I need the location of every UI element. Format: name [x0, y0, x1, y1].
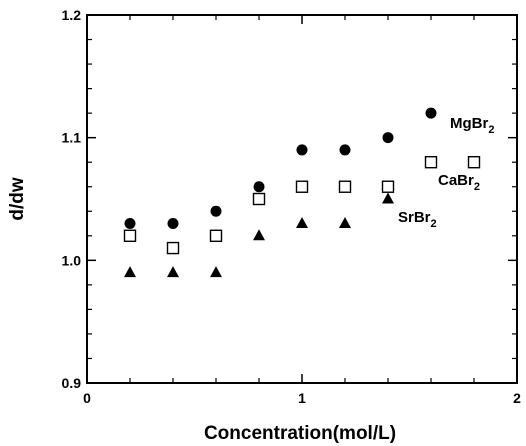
point-srbr2: [339, 217, 351, 229]
point-cabr2: [209, 229, 223, 243]
point-srbr2: [253, 229, 265, 241]
x-tick-label: 0: [83, 390, 91, 406]
series-label-name: CaBr: [438, 172, 474, 189]
point-mgbr2: [124, 218, 136, 230]
point-cabr2: [123, 229, 137, 243]
series-label: CaBr2: [438, 172, 480, 193]
point-mgbr2: [382, 132, 394, 144]
plot-frame: [86, 14, 518, 384]
point-mgbr2: [339, 144, 351, 156]
point-cabr2: [295, 180, 309, 193]
point-cabr2: [424, 155, 438, 169]
x-axis-title: Concentration(mol/L): [204, 423, 396, 444]
point-srbr2: [296, 217, 308, 229]
point-mgbr2: [253, 181, 265, 193]
point-srbr2: [124, 266, 136, 278]
y-tick-label: 1.0: [62, 252, 82, 268]
point-srbr2: [167, 266, 179, 278]
data-marks: [123, 107, 481, 278]
point-mgbr2: [425, 107, 437, 119]
axis-ticks: [86, 14, 518, 384]
point-cabr2: [252, 192, 266, 206]
point-cabr2: [467, 155, 481, 169]
y-axis-title: d/dw: [7, 177, 28, 220]
point-cabr2: [166, 241, 180, 255]
series-label-subscript: 2: [474, 181, 480, 193]
series-label: MgBr2: [450, 115, 494, 136]
point-srbr2: [382, 192, 394, 204]
x-tick-label: 2: [513, 390, 521, 406]
point-cabr2: [338, 180, 352, 193]
series-label-subscript: 2: [488, 124, 494, 136]
y-tick-label: 1.2: [62, 7, 82, 23]
point-srbr2: [210, 266, 222, 278]
series-label: SrBr2: [398, 209, 437, 230]
point-mgbr2: [167, 218, 179, 230]
series-label-name: SrBr: [398, 209, 431, 226]
y-tick-label: 1.1: [62, 130, 82, 146]
x-tick-label: 1: [298, 390, 306, 406]
series-label-subscript: 2: [431, 218, 437, 230]
point-cabr2: [381, 180, 395, 193]
point-mgbr2: [210, 205, 222, 217]
point-mgbr2: [296, 144, 308, 156]
y-tick-label: 0.9: [62, 375, 82, 391]
series-label-name: MgBr: [450, 115, 488, 132]
tick-labels: 0 1 2 0.9 1.0 1.1 1.2: [62, 7, 522, 406]
